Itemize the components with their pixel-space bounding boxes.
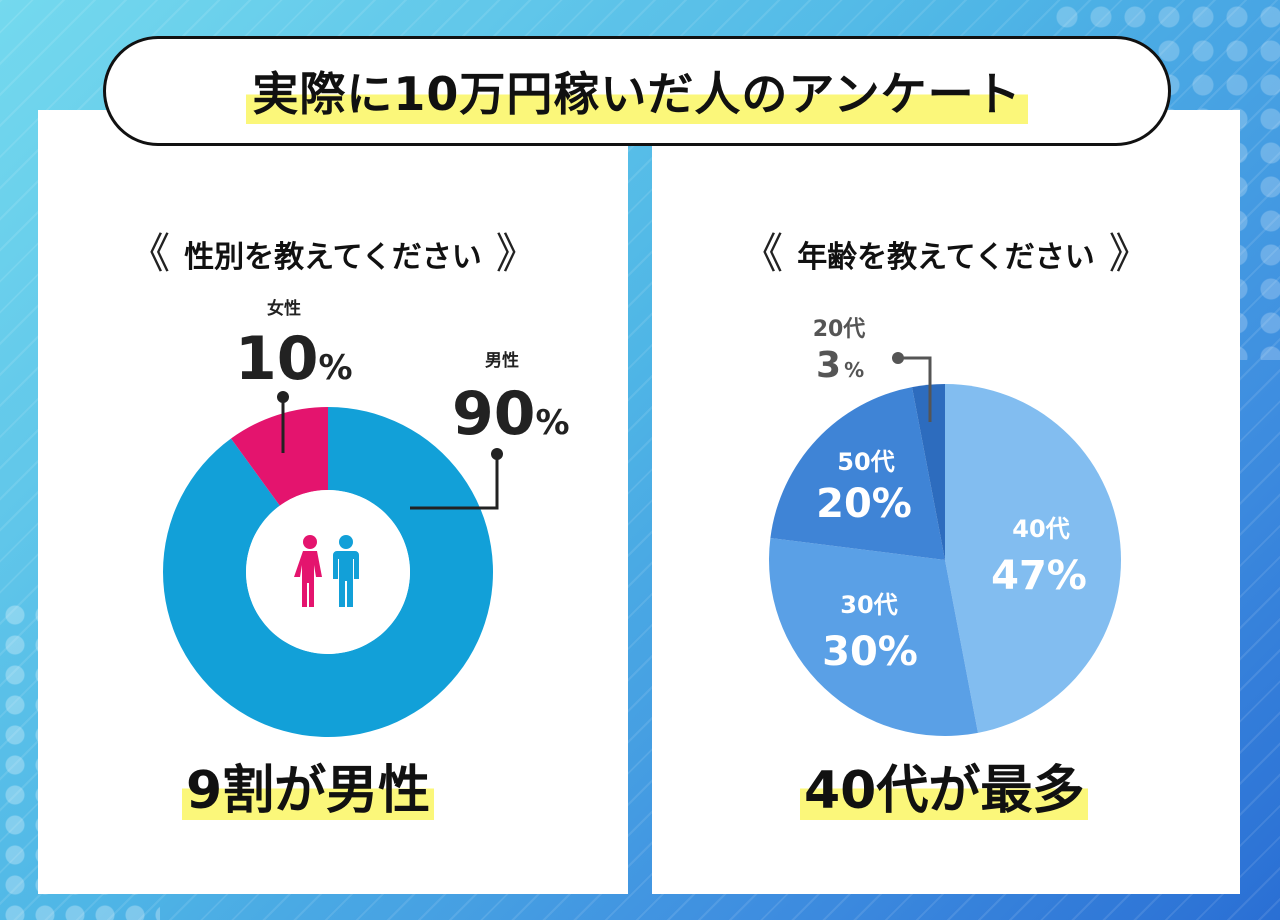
male-label: 男性 [485, 350, 519, 371]
male-person-icon [333, 535, 359, 607]
age-20s-value-unit: % [844, 358, 864, 382]
double-chevron-left-icon: 《 [128, 229, 171, 278]
age-question-text: 年齢を教えてください [797, 240, 1095, 275]
female-person-icon [294, 535, 322, 607]
age-50s-value: 20% [816, 481, 912, 527]
female-leader [277, 391, 289, 453]
male-leader [410, 448, 503, 510]
page-title: 実際に10万円稼いだ人のアンケート [246, 58, 1028, 124]
female-value-number: 10 [235, 324, 319, 394]
age-50s-label: 50代 [837, 448, 894, 476]
male-value-unit: % [536, 403, 570, 443]
gender-donut-chart [163, 407, 494, 737]
age-pie-chart [768, 384, 1121, 736]
age-40s-value: 47% [991, 553, 1087, 599]
title-banner: 実際に10万円稼いだ人のアンケート [103, 36, 1171, 146]
age-conclusion: 40代が最多 [800, 762, 1089, 821]
age-40s-label: 40代 [1012, 515, 1069, 543]
double-chevron-right-icon: 》 [495, 229, 538, 278]
age-20s-value-number: 3 [816, 345, 841, 386]
pie-slice-2 [770, 387, 945, 560]
gender-question: 《 性別を教えてください 》 [38, 232, 628, 276]
donut-slice-male [163, 407, 494, 737]
gender-conclusion: 9割が男性 [182, 762, 435, 821]
donut-hole [246, 490, 410, 654]
age-20s-value: 3% [816, 345, 864, 386]
female-value-unit: % [319, 348, 353, 388]
male-value-number: 90 [452, 379, 536, 449]
age-question: 《 年齢を教えてください 》 [652, 232, 1240, 276]
female-value: 10% [235, 324, 353, 394]
female-label: 女性 [267, 298, 301, 319]
donut-slice-female [231, 407, 328, 506]
age-30s-value: 30% [822, 629, 918, 675]
male-value: 90% [452, 379, 570, 449]
gender-question-text: 性別を教えてください [184, 240, 482, 275]
age-20s-leader [892, 352, 932, 422]
pie-slice-3 [912, 384, 945, 560]
pie-slice-0 [945, 384, 1121, 733]
double-chevron-right-icon: 》 [1108, 229, 1151, 278]
age-30s-label: 30代 [840, 591, 897, 619]
pie-slice-1 [768, 537, 978, 736]
age-20s-label: 20代 [813, 317, 866, 342]
double-chevron-left-icon: 《 [741, 229, 784, 278]
